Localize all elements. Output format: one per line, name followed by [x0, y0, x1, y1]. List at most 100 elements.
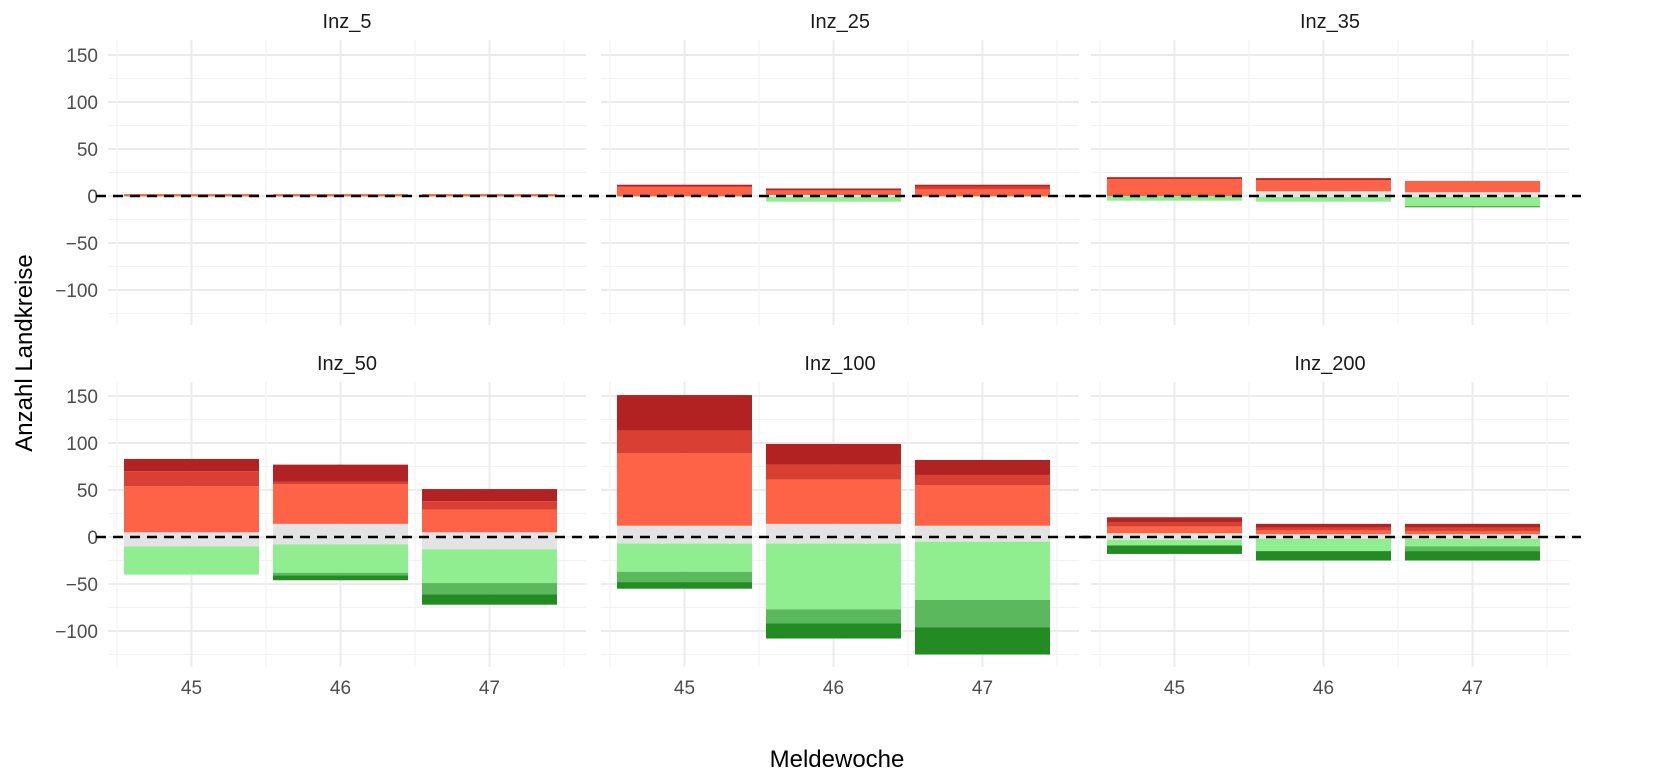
- bar-segment-light-green: [766, 196, 901, 202]
- x-tick-label: 45: [1164, 678, 1185, 699]
- panel-inz-100: Inz_100 45 46 47: [589, 353, 1091, 699]
- bar-segment-dark-red: [766, 443, 901, 465]
- bar-segment-light-green: [1107, 196, 1242, 201]
- y-tick-label: 150: [66, 46, 98, 67]
- bar-week-45: [1107, 177, 1242, 201]
- bar-week-47: [915, 459, 1050, 655]
- bar-segment-light-red: [422, 509, 557, 533]
- panel-title: Inz_200: [1294, 353, 1365, 375]
- bar-segment-dark-green: [1405, 206, 1540, 208]
- bar-segment-dark-green: [273, 575, 408, 581]
- x-tick-label: 45: [674, 678, 695, 699]
- bar-week-46: [766, 443, 901, 639]
- bar-segment-dark-red: [915, 184, 1050, 187]
- bar-segment-mid-red: [617, 430, 752, 454]
- bar-week-46: [273, 464, 408, 581]
- bar-segment-dark-red: [1107, 517, 1242, 522]
- bar-segment-light-green: [1256, 538, 1391, 552]
- bar-segment-dark-green: [617, 582, 752, 589]
- bar-segment-mid-green: [273, 572, 408, 576]
- y-tick-label: 0: [87, 187, 98, 208]
- panel-inz-25: Inz_25: [589, 11, 1091, 325]
- bar-segment-mid-red: [1256, 527, 1391, 531]
- bar-segment-dark-red: [766, 188, 901, 191]
- bar-segment-light-green: [124, 196, 259, 197]
- x-tick-label: 47: [972, 678, 993, 699]
- bar-segment-dark-red: [422, 489, 557, 502]
- panel-inz-200: Inz_200 45 46 47: [1079, 353, 1581, 699]
- bar-segment-light-red: [1405, 531, 1540, 535]
- bar-segment-light-green: [617, 196, 752, 197]
- bar-segment-light-red: [1107, 526, 1242, 534]
- bar-segment-dark-red: [1256, 178, 1391, 181]
- bar-segment-neutral: [422, 532, 557, 550]
- bar-week-45: [617, 395, 752, 589]
- bar-segment-dark-red: [124, 458, 259, 472]
- y-tick-label: 0: [87, 528, 98, 549]
- bar-segment-dark-red: [1256, 523, 1391, 528]
- bar-segment-light-green: [124, 546, 259, 575]
- bar-week-45: [1107, 517, 1242, 554]
- bar-segment-dark-red: [273, 464, 408, 482]
- bar-segment-light-green: [1405, 196, 1540, 207]
- y-tick-label: 50: [77, 481, 98, 502]
- bar-segment-light-green: [617, 543, 752, 572]
- panel-inz-50: Inz_50 150 100 50 0 −50 −100 45 46 47: [55, 353, 598, 699]
- bar-segment-neutral: [915, 525, 1050, 542]
- bar-week-47: [422, 489, 557, 605]
- bar-segment-neutral: [1107, 533, 1242, 540]
- bar-segment-neutral: [1405, 192, 1540, 197]
- x-tick-label: 47: [479, 678, 500, 699]
- bar-segment-light-red: [766, 190, 901, 196]
- bar-segment-mid-red: [124, 471, 259, 487]
- bar-week-45: [617, 184, 752, 197]
- bar-segment-mid-red: [766, 464, 901, 480]
- chart-panels: Inz_5 150 100 50 0 −50 −100 Inz_25 Inz_35 Inz_50 1…: [55, 11, 1581, 699]
- x-axis-title: Meldewoche: [770, 746, 905, 773]
- bar-segment-neutral: [617, 525, 752, 544]
- x-tick-label: 47: [1462, 678, 1483, 699]
- bar-week-47: [1405, 523, 1540, 561]
- bar-segment-mid-green: [766, 609, 901, 624]
- bar-segment-dark-red: [617, 395, 752, 431]
- panel-title: Inz_100: [804, 353, 875, 375]
- bar-segment-light-green: [1107, 539, 1242, 546]
- y-tick-label: 100: [66, 93, 98, 114]
- bar-week-46: [1256, 523, 1391, 561]
- bar-segment-dark-red: [1405, 523, 1540, 528]
- bar-segment-dark-green: [1256, 551, 1391, 561]
- bar-segment-neutral: [766, 523, 901, 544]
- bar-segment-light-green: [1405, 538, 1540, 547]
- y-tick-label: −50: [66, 575, 98, 596]
- bar-segment-light-green: [422, 549, 557, 584]
- bar-segment-dark-green: [915, 627, 1050, 655]
- bar-segment-light-green: [766, 543, 901, 610]
- panel-title: Inz_35: [1300, 11, 1360, 33]
- y-axis-title: Anzahl Landkreise: [11, 254, 38, 451]
- bar-segment-mid-red: [422, 501, 557, 510]
- y-tick-label: −100: [55, 622, 98, 643]
- bar-segment-mid-green: [1405, 546, 1540, 552]
- panel-inz-35: Inz_35: [1079, 11, 1581, 325]
- x-tick-label: 46: [823, 678, 844, 699]
- bar-segment-light-red: [617, 453, 752, 526]
- bar-segment-light-red: [1405, 180, 1540, 193]
- panel-title: Inz_5: [323, 11, 372, 33]
- panel-inz-5: Inz_5 150 100 50 0 −50 −100: [55, 11, 598, 325]
- bar-segment-light-red: [766, 479, 901, 524]
- bar-segment-light-green: [915, 541, 1050, 600]
- bar-segment-dark-green: [1107, 545, 1242, 554]
- bar-segment-light-red: [915, 485, 1050, 526]
- bar-segment-light-red: [124, 486, 259, 533]
- bar-segment-mid-green: [422, 583, 557, 595]
- bar-segment-dark-green: [422, 594, 557, 605]
- bar-segment-light-green: [273, 544, 408, 573]
- x-tick-label: 45: [181, 678, 202, 699]
- bar-segment-dark-red: [1107, 177, 1242, 180]
- x-tick-label: 46: [1313, 678, 1334, 699]
- bar-segment-mid-red: [273, 481, 408, 485]
- y-tick-label: 50: [77, 140, 98, 161]
- bar-segment-neutral: [1256, 191, 1391, 197]
- bar-week-45: [124, 458, 259, 575]
